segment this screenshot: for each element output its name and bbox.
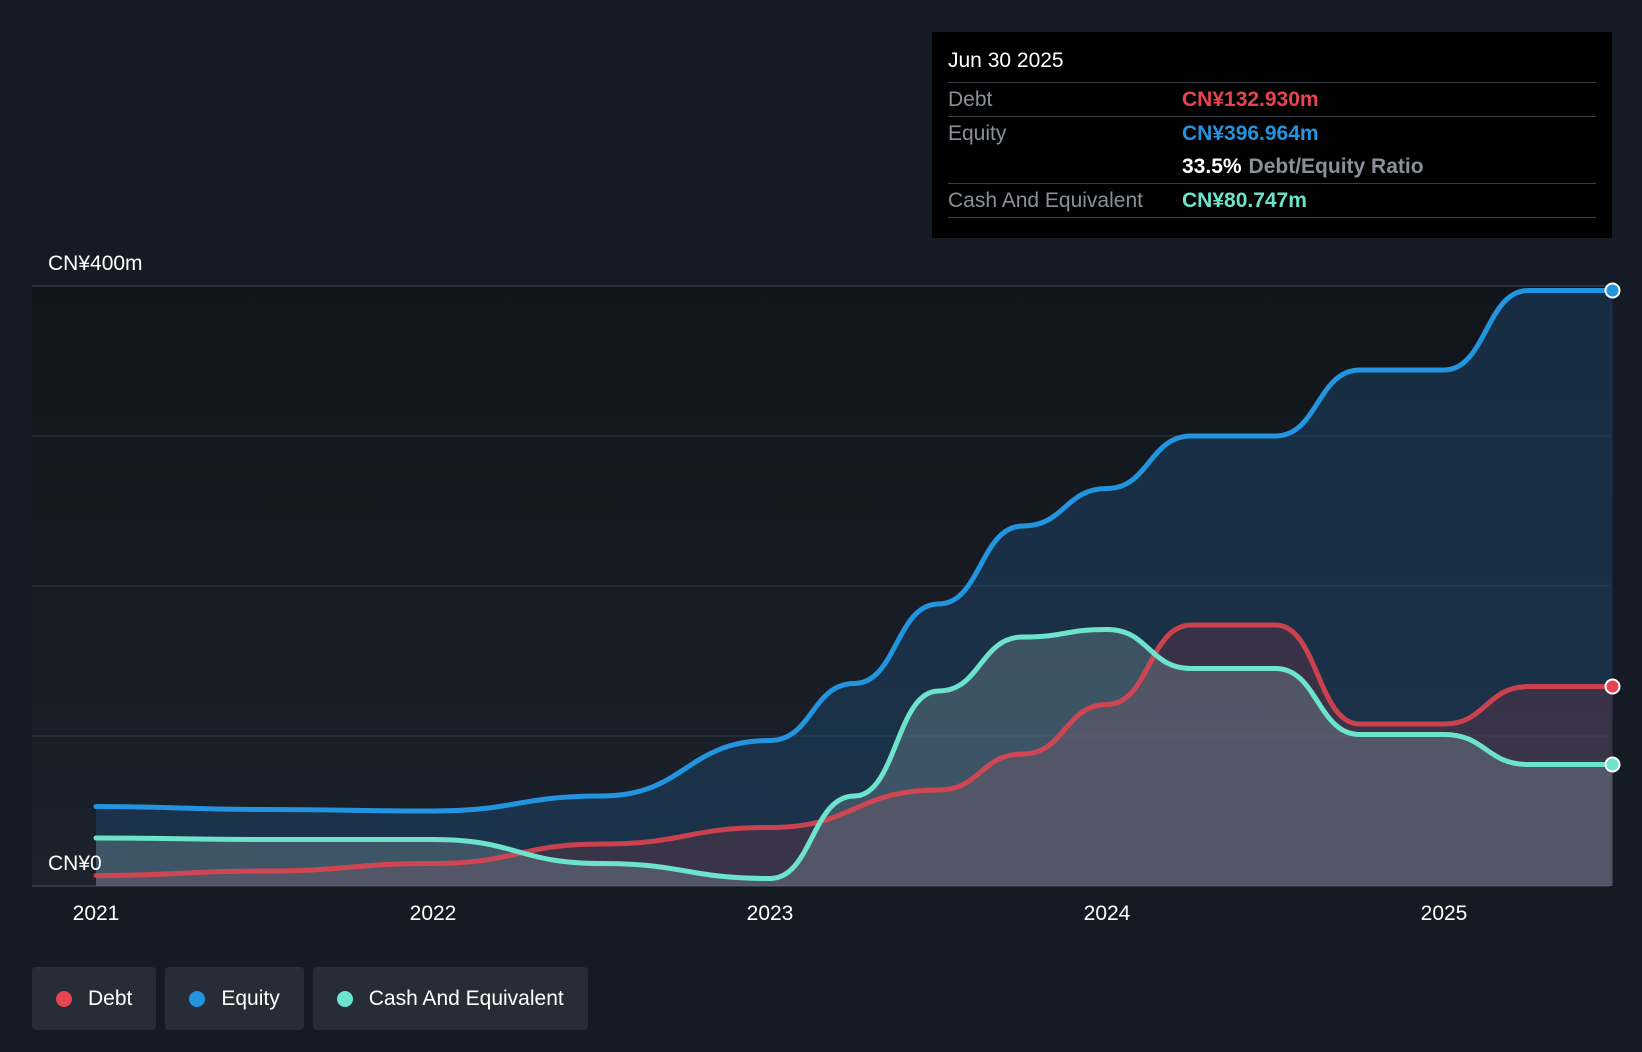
tooltip-date: Jun 30 2025 xyxy=(948,49,1064,72)
x-tick-label-2022: 2022 xyxy=(410,902,457,925)
hover-tooltip: Jun 30 2025 Debt CN¥132.930m Equity CN¥3… xyxy=(932,32,1612,238)
equity-area xyxy=(96,290,1613,886)
cash-dot-icon xyxy=(336,990,353,1007)
debt-end-point[interactable] xyxy=(1604,678,1621,695)
cash-line xyxy=(93,627,1615,881)
cash-area xyxy=(96,629,1613,886)
equity-end-point[interactable] xyxy=(1604,282,1621,299)
x-tick-label-2023: 2023 xyxy=(747,902,794,925)
tooltip-debt-row: Debt CN¥132.930m xyxy=(948,82,1596,116)
x-tick-label-2025: 2025 xyxy=(1421,902,1468,925)
tooltip-ratio-value: 33.5% xyxy=(1182,154,1242,178)
debt-area xyxy=(96,625,1613,886)
tooltip-equity-label: Equity xyxy=(948,121,1007,145)
y-tick-label-top: CN¥400m xyxy=(48,252,143,275)
legend-label-equity: Equity xyxy=(221,986,280,1010)
series-areas xyxy=(96,290,1613,886)
tooltip-cash-row: Cash And Equivalent CN¥80.747m xyxy=(948,183,1596,218)
y-tick-label-bottom: CN¥0 xyxy=(48,852,102,875)
legend-label-cash: Cash And Equivalent xyxy=(368,986,564,1010)
tooltip-equity-row: Equity CN¥396.964m xyxy=(948,116,1596,150)
x-tick-label-2024: 2024 xyxy=(1084,902,1131,925)
debt-line xyxy=(93,622,1615,878)
tooltip-ratio-row: 33.5% Debt/Equity Ratio xyxy=(948,150,1596,183)
axes: CN¥400m CN¥0 2021 2022 2023 2024 2025 xyxy=(48,252,1467,925)
gridlines xyxy=(32,285,1610,887)
tooltip-cash-value: CN¥80.747m xyxy=(1182,188,1307,212)
tooltip-debt-value: CN¥132.930m xyxy=(1182,87,1319,111)
legend-label-debt: Debt xyxy=(88,986,133,1010)
legend-item-debt[interactable]: Debt xyxy=(32,967,157,1030)
cash-end-point[interactable] xyxy=(1604,756,1621,773)
equity-dot-icon xyxy=(189,990,206,1007)
end-markers xyxy=(1604,282,1621,773)
legend-item-cash[interactable]: Cash And Equivalent xyxy=(312,967,588,1030)
debt-dot-icon xyxy=(56,990,72,1007)
equity-line xyxy=(93,287,1615,814)
tooltip-cash-label: Cash And Equivalent xyxy=(948,188,1143,212)
chart-legend: Debt Equity Cash And Equivalent xyxy=(32,967,588,1030)
series-lines xyxy=(93,287,1615,881)
tooltip-ratio-label: Debt/Equity Ratio xyxy=(1248,154,1424,178)
tooltip-equity-value: CN¥396.964m xyxy=(1182,121,1319,145)
legend-item-equity[interactable]: Equity xyxy=(165,967,304,1030)
tooltip-debt-label: Debt xyxy=(948,87,993,111)
x-tick-label-2021: 2021 xyxy=(73,902,120,925)
